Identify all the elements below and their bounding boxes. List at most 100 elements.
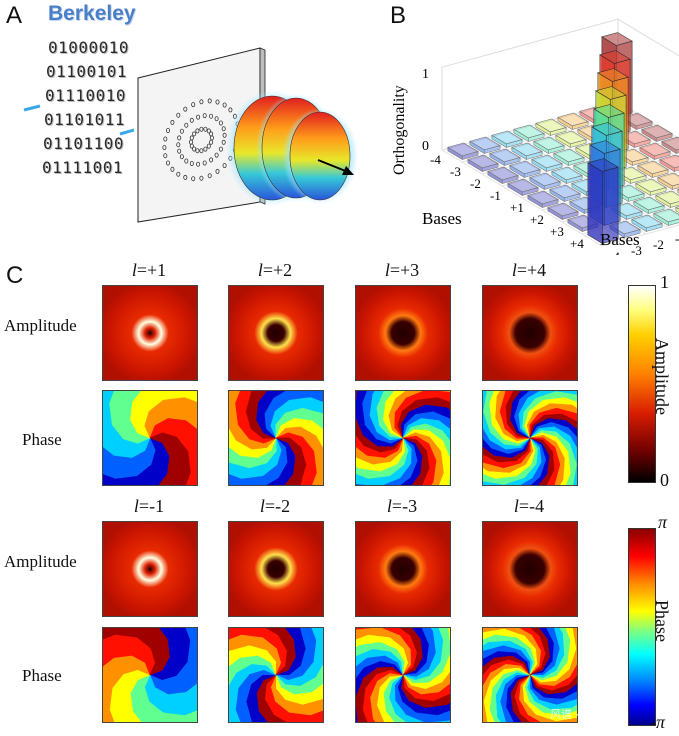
nano-hole: [192, 146, 197, 152]
off-diagonal-bar: [659, 154, 679, 173]
phase-map: [228, 627, 324, 723]
x-axis-label: Bases: [422, 209, 462, 228]
nano-hole: [222, 132, 227, 138]
off-diagonal-bar: [557, 112, 589, 131]
arrow-head-icon: [342, 166, 354, 175]
off-diagonal-bar: [527, 190, 559, 209]
panel-a-letter: A: [6, 2, 23, 29]
left-base-tick: +2: [530, 212, 544, 227]
nano-hole: [221, 126, 226, 132]
off-diagonal-bar: [533, 136, 565, 155]
binary-row: 01000010: [48, 38, 130, 57]
amplitude-map: [355, 285, 451, 381]
off-diagonal-bar: [547, 202, 579, 221]
amplitude-colorbar: [628, 285, 656, 483]
phase-map: [482, 390, 578, 486]
off-diagonal-bar: [633, 196, 665, 215]
nano-hole: [177, 135, 182, 141]
amplitude-map: [482, 521, 578, 617]
off-diagonal-bar: [491, 130, 523, 149]
nano-hole: [209, 131, 214, 137]
nano-hole: [215, 168, 220, 174]
berkeley-logo-text: Berkeley: [48, 2, 136, 25]
off-diagonal-bar: [513, 124, 545, 143]
phase-map: [102, 390, 198, 486]
nano-hole: [202, 113, 207, 119]
nano-hole: [207, 98, 212, 104]
row-label-phase: Phase: [22, 430, 62, 449]
z-tick-1: 1: [422, 67, 429, 82]
nano-hole: [196, 161, 201, 167]
nano-hole: [176, 142, 181, 148]
nano-hole: [202, 160, 207, 166]
mode-label-positive: l=+4: [511, 260, 547, 280]
row-label-amplitude: Amplitude: [4, 552, 77, 571]
binary-row: 01101011: [44, 110, 126, 129]
nano-hole: [183, 174, 188, 180]
nano-hole: [191, 102, 196, 108]
y-axis-label: Bases: [600, 230, 640, 249]
nano-hole: [215, 99, 220, 105]
off-diagonal-bar: [489, 148, 521, 167]
nano-hole: [195, 148, 200, 154]
mode-label-negative: l=-3: [386, 496, 418, 516]
nano-hole: [191, 176, 196, 182]
amp-colorbar-max: 1: [660, 272, 669, 292]
binary-row: 01111001: [42, 158, 124, 177]
phase-map: [355, 627, 451, 723]
nano-hole: [162, 145, 167, 151]
nano-hole: [165, 128, 170, 134]
nano-hole: [228, 107, 233, 113]
nano-hole: [177, 148, 182, 154]
phase-colorbar-max: π: [658, 512, 668, 532]
off-diagonal-bar: [675, 206, 679, 214]
panel-b-letter: B: [390, 2, 407, 29]
nano-hole: [199, 175, 204, 181]
off-diagonal-bar: [467, 154, 499, 173]
right-base-tick: -4: [609, 249, 620, 255]
off-diagonal-bar: [555, 130, 587, 149]
left-base-tick: +4: [570, 236, 584, 251]
binary-block: 01000010 01100101 01110010 01101011 0110…: [42, 38, 132, 182]
off-diagonal-bar: [641, 124, 673, 143]
phase-colorbar: [628, 528, 656, 726]
off-diagonal-bar: [509, 160, 541, 179]
amplitude-map: [355, 521, 451, 617]
off-diagonal-bar: [661, 136, 679, 155]
nano-hole: [183, 106, 188, 112]
nano-hole: [206, 143, 211, 149]
off-diagonal-bar: [657, 172, 679, 191]
nano-hole: [207, 173, 212, 179]
diagonal-bar: [587, 158, 619, 245]
left-base-tick: +3: [550, 224, 564, 239]
off-diagonal-bar: [639, 142, 671, 161]
nano-hole: [179, 154, 184, 160]
nano-hole: [203, 126, 208, 132]
beam-dash-left: [23, 104, 41, 112]
amplitude-map: [102, 521, 198, 617]
z-axis-label: Orthogonality: [391, 85, 408, 175]
off-diagonal-bar: [487, 166, 519, 185]
nano-hole: [189, 135, 194, 141]
propagation-arrow: [317, 159, 349, 173]
binary-row: 01110010: [45, 86, 127, 105]
binary-row: 01101100: [43, 134, 125, 153]
nano-hole: [184, 122, 189, 128]
mode-label-negative: l=-4: [513, 496, 545, 516]
off-diagonal-bar: [635, 178, 667, 197]
nano-hole: [176, 171, 181, 177]
right-base-tick: -3: [631, 243, 642, 255]
nano-hole: [203, 146, 208, 152]
nano-hole: [192, 131, 197, 137]
nano-hole: [189, 160, 194, 166]
off-diagonal-bar: [469, 136, 501, 155]
row-label-phase: Phase: [22, 666, 62, 685]
phase-map: [102, 627, 198, 723]
phase-map: [482, 627, 578, 723]
nano-hole: [170, 119, 175, 125]
phase-colorbar-min: -π: [650, 712, 666, 732]
left-base-tick: -4: [430, 152, 441, 167]
mode-label-positive: l=+3: [384, 260, 420, 280]
nano-hole: [199, 148, 204, 154]
off-diagonal-bar: [535, 118, 567, 137]
